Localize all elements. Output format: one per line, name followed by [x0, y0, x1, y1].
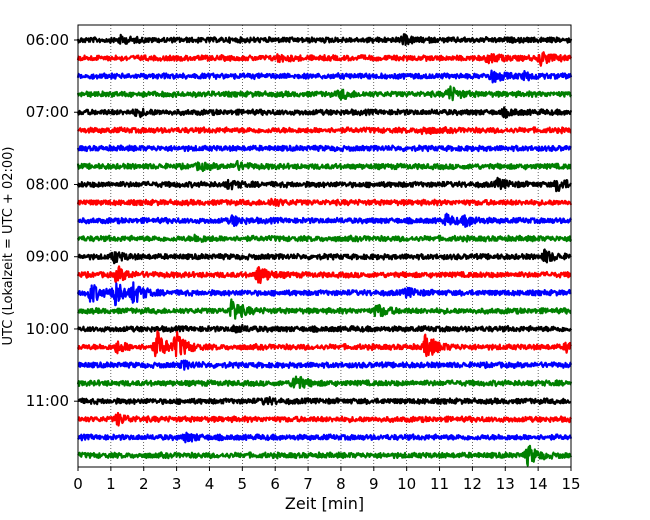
seismic-trace-0630 — [76, 69, 573, 84]
x-tick-label: 2 — [139, 475, 149, 493]
seismic-trace-1115 — [77, 411, 573, 427]
seismic-trace-0900 — [77, 248, 572, 265]
x-tick-label: 8 — [336, 475, 346, 493]
x-tick-label: 3 — [172, 475, 182, 493]
y-tick-label: 09:00 — [26, 248, 69, 266]
y-axis-label: UTC (Lokalzeit = UTC + 02:00) — [1, 147, 16, 346]
seismic-trace-0830 — [77, 212, 573, 228]
x-tick-label: 11 — [430, 475, 449, 493]
x-tick-label: 13 — [496, 475, 515, 493]
x-tick-label: 10 — [397, 475, 416, 493]
x-tick-label: 5 — [238, 475, 248, 493]
seismic-trace-1045 — [76, 375, 573, 390]
seismic-trace-0800 — [76, 176, 572, 193]
seismic-trace-0915 — [76, 265, 572, 285]
x-tick-label: 0 — [73, 475, 83, 493]
seismic-trace-0645 — [76, 85, 573, 102]
seismic-trace-0945 — [77, 298, 572, 320]
plot-frame — [77, 24, 572, 468]
seismic-trace-0600 — [76, 33, 573, 46]
x-tick-label: 9 — [369, 475, 379, 493]
x-axis-ticks: 0 1 2 3 4 5 6 7 8 9 10 11 12 13 14 15 — [73, 467, 581, 493]
seismic-trace-0615 — [76, 51, 573, 67]
seismic-trace-0730 — [76, 144, 572, 153]
y-tick-label: 10:00 — [26, 320, 69, 338]
x-tick-label: 7 — [303, 475, 313, 493]
seismic-trace-1145 — [77, 444, 573, 467]
seismic-trace-1015 — [76, 330, 572, 358]
x-axis-label: Zeit [min] — [285, 494, 364, 513]
seismic-trace-1030 — [77, 359, 573, 371]
seismic-trace-0930 — [76, 281, 572, 307]
x-tick-label: 15 — [561, 475, 580, 493]
x-tick-label: 6 — [270, 475, 280, 493]
seismic-trace-1100 — [77, 396, 572, 406]
seismic-trace-0815 — [76, 197, 573, 208]
seismic-trace-1130 — [77, 431, 573, 444]
x-tick-label: 4 — [205, 475, 215, 493]
y-tick-label: 07:00 — [26, 103, 69, 121]
x-tick-label: 14 — [529, 475, 548, 493]
seismic-traces — [76, 33, 573, 467]
y-tick-label: 11:00 — [26, 392, 69, 410]
y-tick-label: 08:00 — [26, 175, 69, 193]
y-axis-ticks: 06:00 07:00 08:00 09:00 10:00 11:00 — [26, 31, 78, 410]
seismic-trace-0745 — [76, 159, 572, 173]
seismic-trace-1000 — [76, 323, 573, 334]
seismic-trace-0715 — [77, 126, 572, 136]
seismic-trace-0845 — [76, 233, 573, 243]
x-tick-label: 1 — [106, 475, 116, 493]
seismic-trace-0700 — [76, 106, 573, 119]
y-tick-label: 06:00 — [26, 31, 69, 49]
x-tick-label: 12 — [463, 475, 482, 493]
